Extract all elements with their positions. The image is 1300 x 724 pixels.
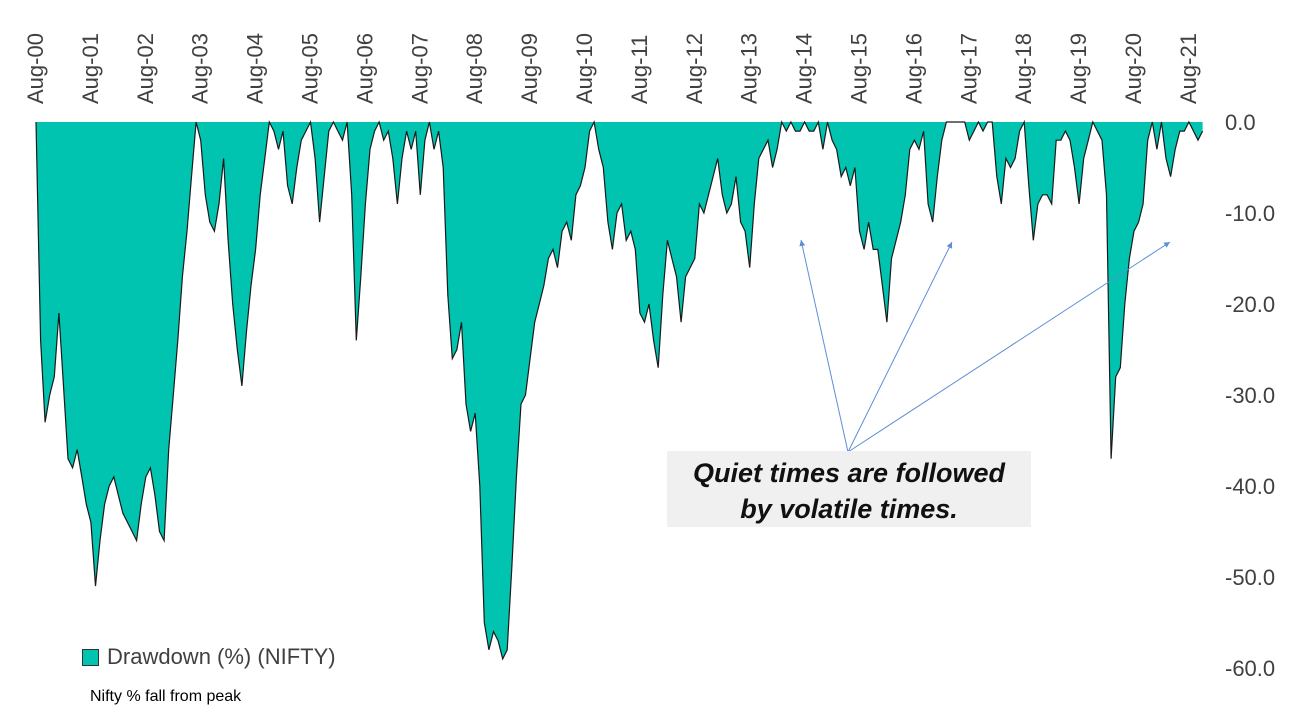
x-tick-label: Aug-05 (298, 33, 323, 104)
drawdown-line (35, 119, 1204, 661)
legend: Drawdown (%) (NIFTY) (82, 644, 336, 670)
legend-swatch (82, 648, 99, 666)
x-tick-label: Aug-10 (572, 33, 597, 104)
x-tick-label: Aug-01 (78, 33, 103, 104)
x-tick-label: Aug-16 (901, 33, 926, 104)
y-tick-label: 0.0 (1225, 110, 1256, 135)
y-tick-label: -50.0 (1225, 565, 1275, 590)
x-tick-label: Aug-12 (682, 33, 707, 104)
x-tick-label: Aug-04 (243, 33, 268, 104)
x-tick-label: Aug-13 (737, 33, 762, 104)
x-tick-label: Aug-18 (1011, 33, 1036, 104)
x-tick-label: Aug-20 (1121, 33, 1146, 104)
y-tick-label: -10.0 (1225, 201, 1275, 226)
x-tick-label: Aug-15 (847, 33, 872, 104)
x-tick-labels: Aug-00 Aug-01 Aug-02 Aug-03 Aug-04 Aug-05 Aug-… (23, 33, 1201, 104)
x-tick-label: Aug-09 (517, 33, 542, 104)
y-tick-label: -60.0 (1225, 656, 1275, 681)
callout-arrow (799, 239, 849, 453)
x-tick-label: Aug-21 (1176, 33, 1201, 104)
drawdown-area-layer (35, 119, 1204, 661)
callout-arrow (847, 241, 953, 453)
drawdown-area (36, 122, 1203, 659)
x-tick-label: Aug-17 (956, 33, 981, 104)
x-tick-label: Aug-07 (407, 33, 432, 104)
x-tick-label: Aug-03 (188, 33, 213, 104)
x-tick-label: Aug-00 (23, 33, 48, 104)
y-tick-label: -40.0 (1225, 474, 1275, 499)
x-tick-label: Aug-14 (792, 33, 817, 104)
callout-arrows (799, 239, 1171, 453)
callout-arrow (847, 241, 1171, 453)
x-tick-label: Aug-08 (462, 33, 487, 104)
y-tick-label: -30.0 (1225, 383, 1275, 408)
y-tick-labels: 0.0 -10.0 -20.0 -30.0 -40.0 -50.0 -60.0 (1225, 110, 1275, 681)
x-tick-label: Aug-06 (352, 33, 377, 104)
x-tick-label: Aug-11 (627, 35, 652, 104)
chart-subnote: Nifty % fall from peak (90, 688, 242, 705)
x-tick-label: Aug-02 (133, 33, 158, 104)
y-tick-label: -20.0 (1225, 292, 1275, 317)
callout-line-1: Quiet times are followed (692, 458, 1006, 488)
x-tick-label: Aug-19 (1066, 33, 1091, 104)
annotation-callout: Quiet times are followed by volatile tim… (667, 451, 1031, 527)
legend-label: Drawdown (%) (NIFTY) (107, 644, 336, 669)
callout-line-2: by volatile times. (740, 494, 958, 524)
